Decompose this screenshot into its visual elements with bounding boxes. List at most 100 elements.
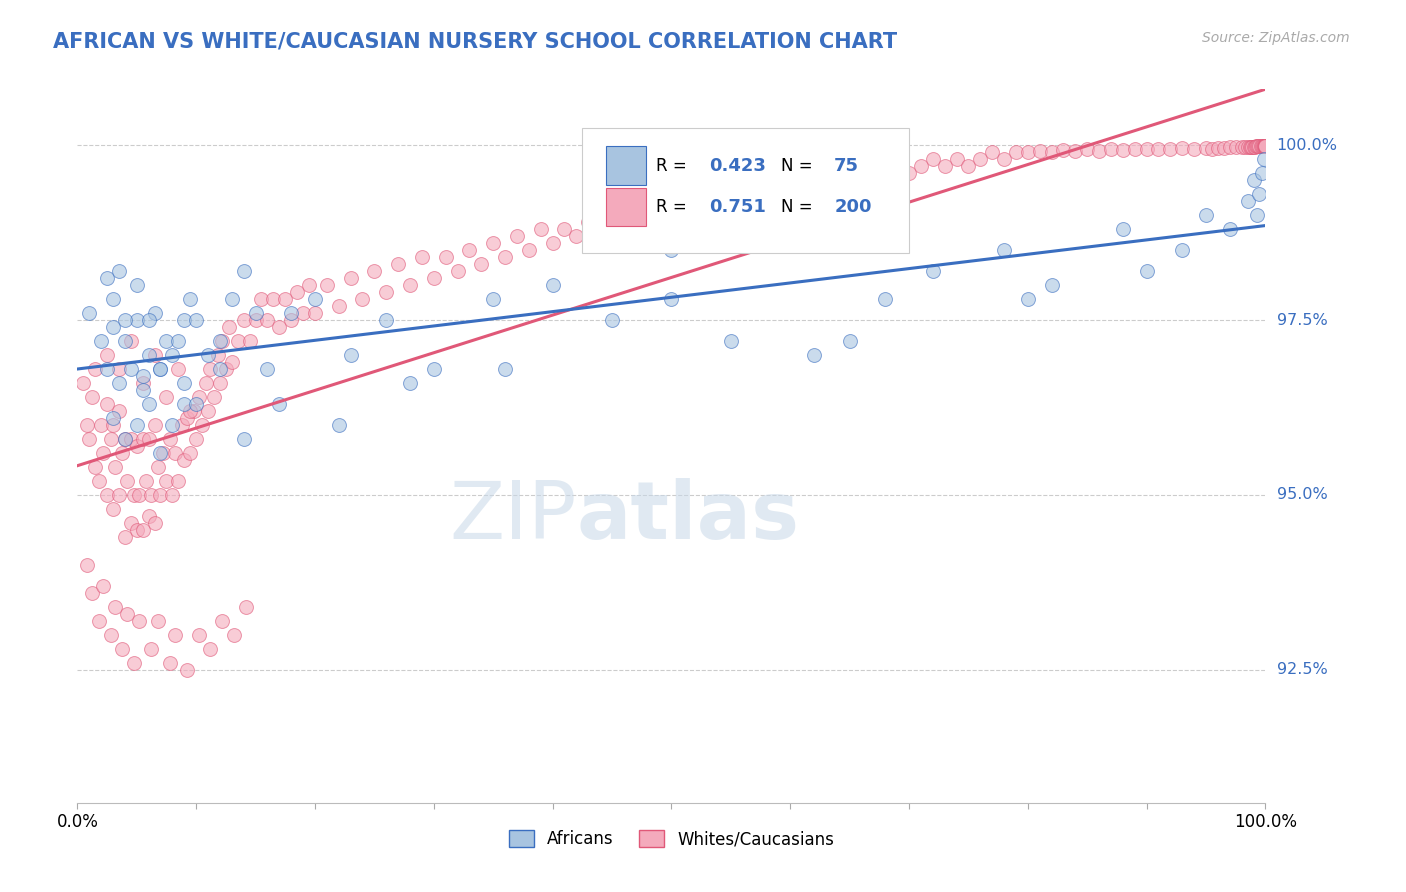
Point (149, 446, 172, 460)
Point (101, 417, 124, 432)
Point (589, 222, 612, 236)
Point (162, 488, 184, 502)
Point (1088, 144, 1111, 158)
Point (613, 222, 636, 236)
Point (1195, 208, 1218, 222)
Point (328, 417, 350, 432)
Point (138, 508, 160, 523)
Point (1246, 139, 1268, 153)
Point (827, 180, 849, 194)
Point (1253, 152, 1275, 166)
Point (1076, 142, 1098, 156)
Point (256, 362, 278, 376)
Point (138, 348, 160, 362)
Point (186, 313, 208, 327)
Point (494, 250, 516, 264)
Point (115, 607, 138, 621)
Point (84, 460, 107, 475)
Point (208, 362, 231, 376)
Point (114, 530, 136, 544)
Point (1243, 139, 1265, 153)
Point (139, 488, 162, 502)
Point (155, 474, 177, 488)
Point (120, 362, 142, 376)
Point (101, 502, 124, 516)
Point (232, 432, 254, 446)
Point (1017, 292, 1039, 306)
Point (1243, 139, 1265, 153)
Point (304, 306, 326, 320)
Point (1253, 139, 1275, 153)
Point (125, 523, 148, 537)
Point (280, 313, 302, 327)
Point (328, 299, 350, 313)
Point (339, 271, 361, 285)
Point (125, 439, 148, 453)
Point (124, 656, 146, 670)
Point (159, 656, 181, 670)
Point (1253, 139, 1275, 153)
Point (363, 264, 385, 278)
Point (1195, 141, 1218, 155)
Point (173, 313, 195, 327)
Point (470, 257, 492, 271)
Point (1236, 139, 1258, 153)
Point (934, 159, 956, 173)
Point (173, 397, 195, 411)
Point (458, 243, 481, 257)
Point (1136, 264, 1159, 278)
Point (120, 432, 142, 446)
Point (269, 320, 291, 334)
Point (304, 292, 326, 306)
Point (143, 306, 166, 320)
Point (648, 201, 671, 215)
Point (875, 292, 897, 306)
Point (114, 432, 136, 446)
FancyBboxPatch shape (606, 187, 647, 227)
Point (167, 362, 190, 376)
Point (1040, 145, 1063, 160)
Point (149, 362, 172, 376)
Point (200, 641, 222, 656)
Text: 95.0%: 95.0% (1277, 487, 1327, 502)
Point (179, 404, 201, 418)
Point (100, 628, 122, 642)
Point (131, 383, 153, 397)
Point (1052, 143, 1074, 157)
Point (186, 397, 208, 411)
Point (1253, 139, 1275, 153)
Point (945, 152, 967, 166)
Point (128, 614, 150, 628)
Point (814, 173, 837, 187)
Point (446, 264, 468, 278)
Point (576, 215, 599, 229)
Point (138, 313, 160, 327)
Point (80, 390, 103, 404)
Point (104, 460, 127, 475)
Point (221, 355, 243, 369)
Point (138, 432, 160, 446)
Point (138, 397, 160, 411)
Point (163, 446, 186, 460)
Point (111, 446, 134, 460)
Point (1250, 139, 1272, 153)
Point (72, 376, 94, 390)
Point (239, 334, 262, 348)
Text: R =: R = (657, 198, 692, 216)
FancyBboxPatch shape (582, 128, 910, 253)
Point (143, 516, 166, 530)
Point (1225, 140, 1247, 154)
Point (186, 432, 208, 446)
Point (1112, 222, 1135, 236)
Point (96, 348, 118, 362)
Point (208, 334, 231, 348)
Point (215, 362, 238, 376)
Point (131, 523, 153, 537)
Point (124, 488, 146, 502)
Point (1236, 194, 1258, 208)
Point (245, 306, 267, 320)
Point (224, 628, 246, 642)
Point (155, 390, 177, 404)
Point (482, 236, 505, 251)
Point (399, 376, 422, 390)
